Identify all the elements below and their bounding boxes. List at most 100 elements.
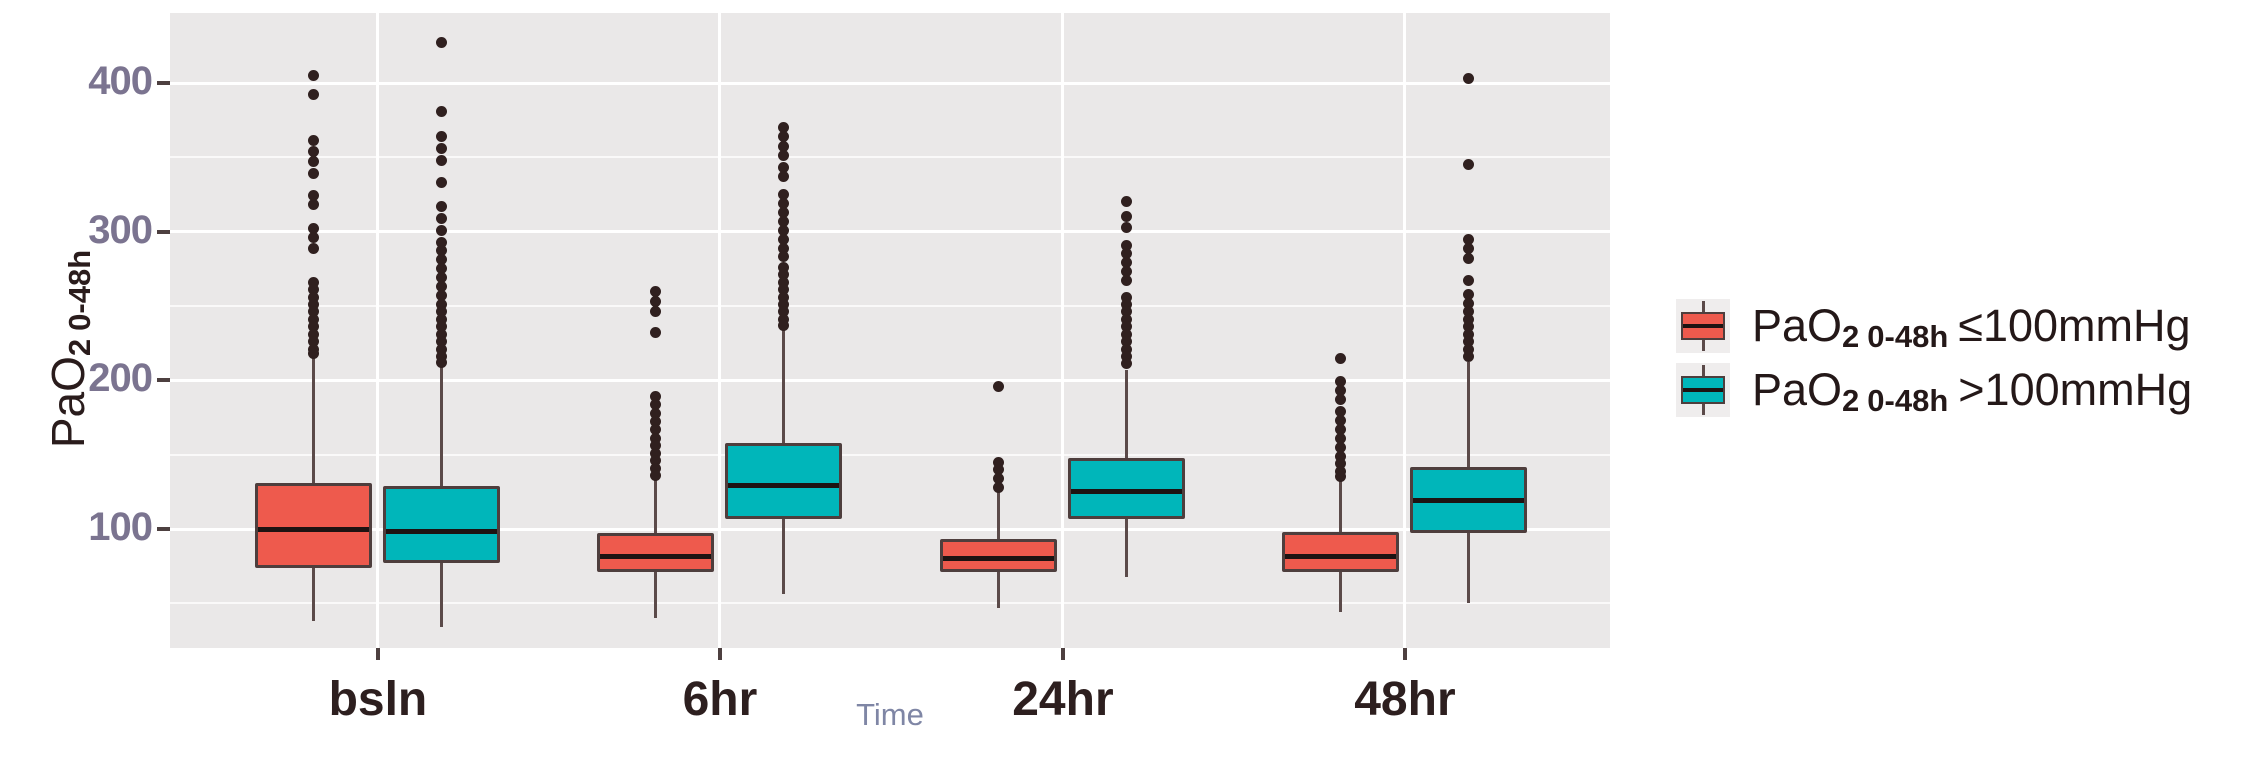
outlier-point bbox=[436, 290, 448, 302]
outlier-point bbox=[308, 348, 320, 360]
outlier-point bbox=[778, 206, 790, 218]
outlier-point bbox=[778, 276, 790, 288]
outlier-point bbox=[1121, 343, 1133, 355]
outlier-point bbox=[436, 313, 448, 325]
outlier-point bbox=[1121, 211, 1133, 223]
x-axis-title: Time bbox=[856, 697, 924, 732]
outlier-point bbox=[993, 472, 1005, 484]
outlier-point bbox=[778, 269, 790, 281]
outlier-point bbox=[778, 251, 790, 263]
outlier-point bbox=[1335, 352, 1347, 364]
outlier-point bbox=[993, 456, 1005, 468]
outlier-point bbox=[1121, 328, 1133, 340]
outlier-point bbox=[993, 380, 1005, 392]
outlier-point bbox=[1335, 394, 1347, 406]
legend: PaO 2 0-48h ≤100mmHg PaO 2 0-48h >100mmHg bbox=[1676, 299, 2193, 418]
outlier-point bbox=[308, 223, 320, 235]
outlier-point bbox=[1121, 299, 1133, 311]
outlier-point bbox=[308, 242, 320, 254]
outlier-point bbox=[1121, 248, 1133, 260]
outlier-point bbox=[1121, 239, 1133, 251]
outlier-point bbox=[1463, 233, 1475, 245]
outlier-point bbox=[436, 263, 448, 275]
minor-gridline-horizontal bbox=[170, 453, 1610, 456]
outlier-point bbox=[436, 142, 448, 154]
outlier-point bbox=[308, 232, 320, 244]
outlier-point bbox=[1121, 321, 1133, 333]
outlier-point bbox=[1121, 196, 1133, 208]
outlier-point bbox=[993, 481, 1005, 493]
outlier-point bbox=[778, 242, 790, 254]
outlier-point bbox=[1335, 414, 1347, 426]
outlier-point bbox=[778, 171, 790, 183]
outlier-point bbox=[436, 343, 448, 355]
x-tick-mark bbox=[1402, 648, 1407, 660]
major-gridline-horizontal bbox=[170, 378, 1610, 382]
boxplot-box bbox=[383, 485, 501, 564]
boxplot-box bbox=[1410, 466, 1528, 534]
x-tick-label: 24hr bbox=[1012, 673, 1114, 726]
legend-item: PaO 2 0-48h >100mmHg bbox=[1676, 363, 2193, 418]
outlier-point bbox=[436, 224, 448, 236]
x-tick-label: 48hr bbox=[1354, 673, 1456, 726]
legend-key-boxplot-icon bbox=[1676, 299, 1730, 353]
outlier-point bbox=[436, 356, 448, 368]
boxplot-box bbox=[725, 442, 843, 519]
legend-item-label: PaO 2 0-48h >100mmHg bbox=[1752, 364, 2193, 418]
outlier-point bbox=[778, 162, 790, 174]
outlier-point bbox=[650, 407, 662, 419]
outlier-point bbox=[1121, 266, 1133, 278]
legend-label-part: 2 bbox=[1842, 319, 1860, 354]
outlier-point bbox=[1121, 257, 1133, 269]
outlier-point bbox=[436, 177, 448, 189]
legend-key-box bbox=[1681, 376, 1725, 404]
outlier-point bbox=[650, 398, 662, 410]
outlier-point bbox=[778, 261, 790, 273]
outlier-point bbox=[308, 321, 320, 333]
major-gridline-vertical bbox=[1403, 13, 1407, 648]
x-tick-mark bbox=[1060, 648, 1065, 660]
outlier-point bbox=[308, 190, 320, 202]
outlier-point bbox=[1335, 376, 1347, 388]
outlier-point bbox=[778, 131, 790, 143]
outlier-point bbox=[650, 455, 662, 467]
outlier-point bbox=[1121, 351, 1133, 363]
outlier-point bbox=[778, 284, 790, 296]
outlier-point bbox=[650, 462, 662, 474]
x-tick-mark bbox=[375, 648, 380, 660]
boxplot-median-line bbox=[258, 527, 370, 533]
outlier-point bbox=[308, 70, 320, 82]
outlier-point bbox=[436, 245, 448, 257]
outlier-point bbox=[1463, 306, 1475, 318]
outlier-point bbox=[778, 189, 790, 200]
outlier-point bbox=[778, 291, 790, 303]
legend-label-part: >100mmHg bbox=[1958, 364, 2193, 415]
outlier-point bbox=[308, 336, 320, 348]
outlier-point bbox=[436, 306, 448, 318]
outlier-point bbox=[650, 306, 662, 318]
boxplot-median-line bbox=[1285, 554, 1397, 560]
outlier-point bbox=[1463, 252, 1475, 264]
outlier-point bbox=[436, 321, 448, 333]
outlier-point bbox=[436, 131, 448, 143]
y-tick-label: 300 bbox=[88, 207, 153, 252]
boxplot-median-line bbox=[1413, 497, 1525, 503]
x-tick-mark bbox=[717, 648, 722, 660]
outlier-point bbox=[308, 284, 320, 296]
outlier-point bbox=[308, 89, 320, 101]
outlier-point bbox=[1463, 321, 1475, 333]
major-gridline-vertical bbox=[376, 13, 380, 648]
outlier-point bbox=[1463, 297, 1475, 309]
outlier-point bbox=[650, 440, 662, 452]
outlier-point bbox=[308, 291, 320, 303]
y-tick-label: 400 bbox=[88, 59, 153, 103]
outlier-point bbox=[1463, 328, 1475, 340]
outlier-point bbox=[308, 313, 320, 325]
y-axis-title: PaO 2 0-48h bbox=[41, 219, 97, 479]
outlier-point bbox=[436, 281, 448, 293]
legend-label-part: 2 bbox=[1842, 383, 1860, 418]
x-tick-label: bsln bbox=[328, 673, 428, 726]
outlier-point bbox=[436, 351, 448, 363]
outlier-point bbox=[1335, 458, 1347, 470]
outlier-point bbox=[1121, 313, 1133, 325]
